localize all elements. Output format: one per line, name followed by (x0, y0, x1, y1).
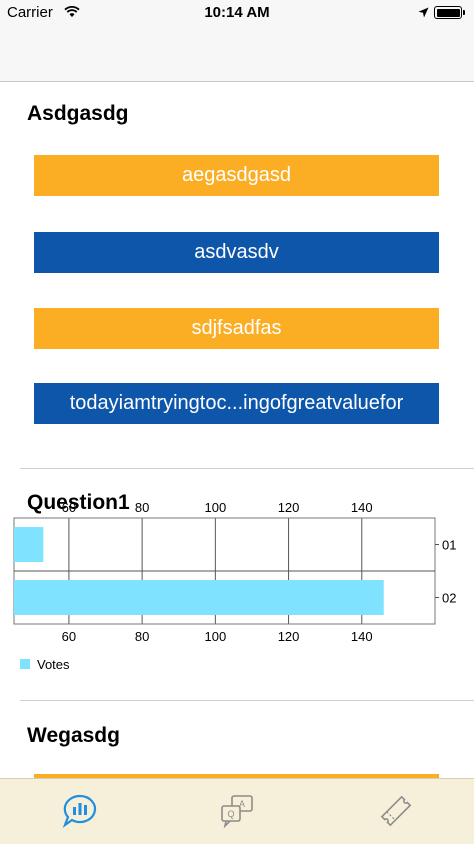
qa-icon: A Q (221, 795, 253, 829)
clock: 10:14 AM (204, 4, 270, 21)
carrier-label: Carrier (7, 4, 53, 21)
question-title: Question1 (27, 491, 130, 514)
x-tick-label-bottom: 140 (351, 629, 373, 644)
x-tick-label-bottom: 80 (135, 629, 149, 644)
poll-option-button[interactable] (34, 774, 439, 778)
x-tick-label-top: 60 (62, 500, 76, 515)
poll-title: Asdgasdg (27, 102, 129, 125)
y-tick-label: 01 (442, 538, 456, 553)
x-tick-label-top: 80 (135, 500, 149, 515)
location-arrow-icon (418, 5, 429, 22)
wifi-icon (64, 5, 80, 22)
ticket-icon (380, 795, 412, 827)
svg-text:Q: Q (227, 809, 234, 819)
x-tick-label-bottom: 100 (204, 629, 226, 644)
poll-option-button[interactable]: sdjfsadfas (34, 308, 439, 349)
battery-icon (434, 6, 465, 19)
tab-questions[interactable]: A Q (218, 793, 258, 829)
legend-swatch (20, 659, 30, 669)
poll-option-button[interactable]: aegasdgasd (34, 155, 439, 196)
chart-bar (14, 527, 44, 562)
poll-title: Wegasdg (27, 724, 120, 747)
poll-list[interactable]: Asdgasdg aegasdgasd asdvasdv sdjfsadfas … (0, 82, 474, 778)
x-tick-label-top: 140 (351, 500, 373, 515)
x-tick-label-bottom: 60 (62, 629, 76, 644)
x-tick-label-bottom: 120 (278, 629, 300, 644)
chart-bubble-icon (62, 794, 97, 828)
results-bar-chart: 60 60 80 80 100 100 120 120 140 140 01 02 Votes (13, 500, 456, 672)
status-bar: Carrier 10:14 AM (0, 0, 474, 26)
tab-tickets[interactable] (376, 793, 416, 829)
divider (20, 700, 474, 701)
x-tick-label-top: 120 (278, 500, 300, 515)
x-tick-label-top: 100 (204, 500, 226, 515)
navigation-bar (0, 26, 474, 82)
tab-bar: A Q (0, 778, 474, 844)
chart-bar (14, 580, 384, 615)
svg-text:A: A (239, 799, 245, 809)
y-tick-label: 02 (442, 591, 456, 606)
legend-label: Votes (37, 657, 70, 672)
divider (20, 468, 474, 469)
poll-option-button[interactable]: todayiamtryingtoc...ingofgreatvaluefor (34, 383, 439, 424)
tab-polls[interactable] (60, 793, 100, 829)
poll-option-button[interactable]: asdvasdv (34, 232, 439, 273)
